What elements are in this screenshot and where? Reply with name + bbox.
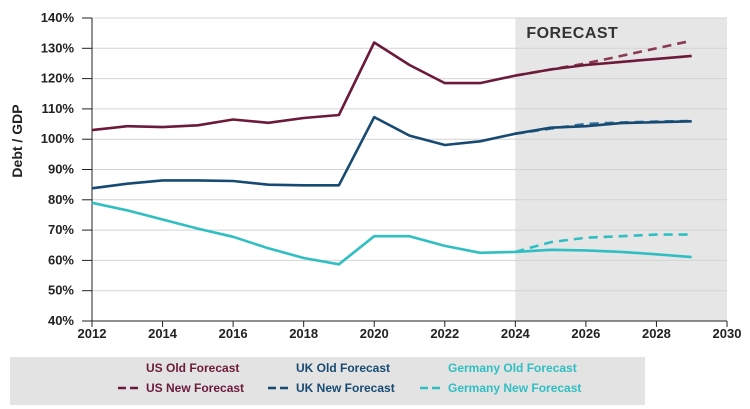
legend-label-us-new-forecast: US New Forecast <box>146 381 244 395</box>
series-line-germany-new-forecast <box>514 233 692 254</box>
y-tick-label: 50% <box>48 283 74 298</box>
forecast-label: FORECAST <box>526 25 618 42</box>
series-line-germany-old-forecast <box>91 201 692 266</box>
y-tick-label: 70% <box>48 222 74 237</box>
legend: US Old Forecast UK Old Forecast Germany Ol… <box>118 361 581 395</box>
y-gridlines <box>92 17 727 292</box>
legend-label-germany-old-forecast: Germany Old Forecast <box>448 361 577 375</box>
x-tick-label: 2026 <box>571 326 600 341</box>
y-tick-label: 110% <box>41 101 74 116</box>
x-tick-label: 2016 <box>219 326 248 341</box>
y-tick-label: 60% <box>48 252 74 267</box>
y-tick-label: 40% <box>48 313 74 328</box>
x-tick-label: 2028 <box>642 326 671 341</box>
series-line-uk-old-forecast <box>91 115 692 190</box>
y-tick-label: 130% <box>41 40 75 55</box>
x-axis-ticks: 2012 2014 2016 2018 2020 2022 2024 2026 2028 2030 <box>78 321 742 341</box>
x-tick-label: 2014 <box>148 326 178 341</box>
legend-label-uk-old-forecast: UK Old Forecast <box>296 361 390 375</box>
legend-box <box>10 357 645 405</box>
series-lines <box>91 39 692 266</box>
legend-label-us-old-forecast: US Old Forecast <box>146 361 239 375</box>
y-tick-label: 120% <box>41 71 75 86</box>
y-tick-label: 80% <box>48 192 74 207</box>
series-line-us-old-forecast <box>91 41 692 132</box>
y-tick-label: 90% <box>48 162 74 177</box>
y-tick-label: 100% <box>41 131 75 146</box>
x-tick-label: 2030 <box>713 326 742 341</box>
y-axis-ticks: 40% 50% 60% 70% 80% 90% 100% 110% 120% 130% 140% <box>41 10 92 328</box>
x-tick-label: 2024 <box>501 326 531 341</box>
x-tick-label: 2012 <box>78 326 107 341</box>
legend-label-uk-new-forecast: UK New Forecast <box>296 381 395 395</box>
y-tick-label: 140% <box>41 10 75 25</box>
legend-label-germany-new-forecast: Germany New Forecast <box>448 381 581 395</box>
x-tick-label: 2020 <box>360 326 389 341</box>
x-tick-label: 2018 <box>289 326 318 341</box>
x-tick-label: 2022 <box>430 326 459 341</box>
y-axis-label: Debt / GDP <box>9 104 25 177</box>
